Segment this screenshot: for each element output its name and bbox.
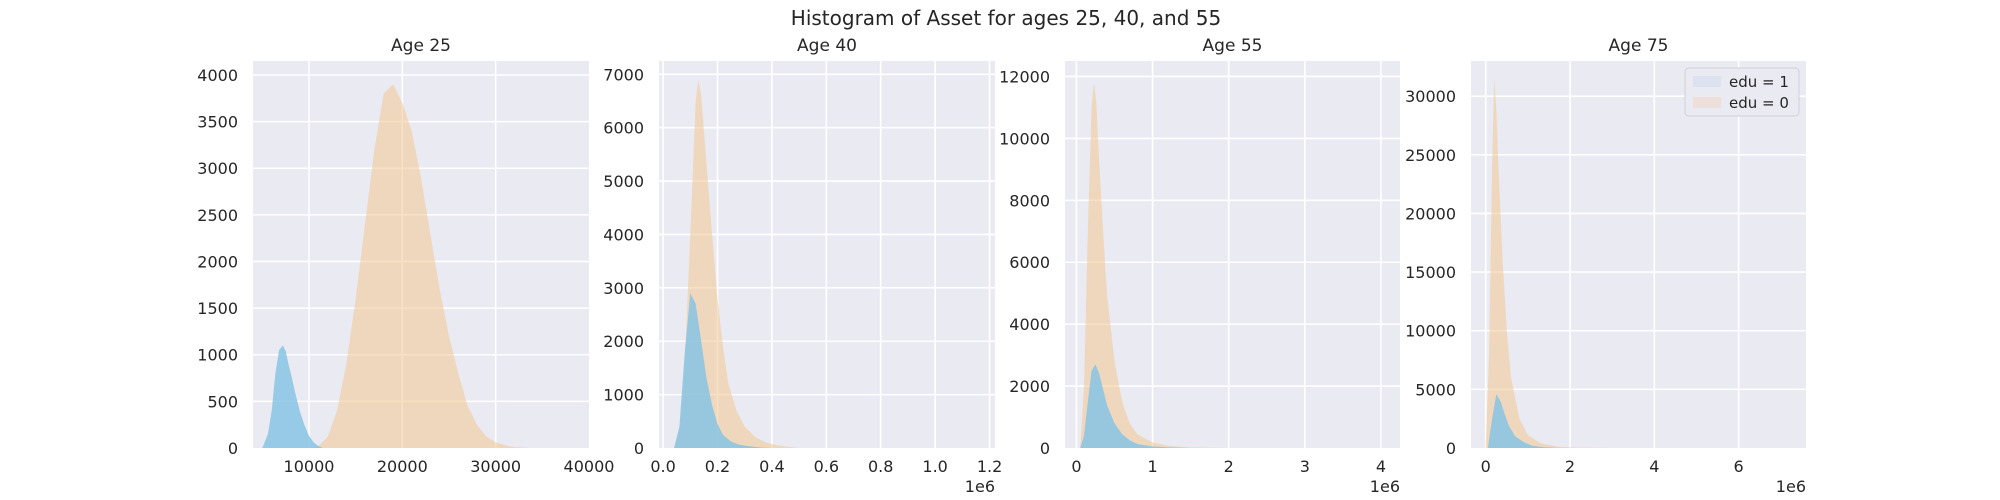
x-tick-label: 2: [1224, 457, 1234, 476]
y-tick-label: 25000: [1405, 146, 1456, 165]
y-tick-label: 0: [228, 439, 238, 458]
y-tick-label: 12000: [999, 67, 1050, 86]
x-tick-label: 4: [1376, 457, 1386, 476]
subplot-1: Age 25 10000 20000 30000 40000 0 500 1000 1500 20…: [197, 36, 614, 476]
x-tick-label: 20000: [377, 457, 428, 476]
legend: edu = 1 edu = 0: [1684, 67, 1800, 117]
subplot-4: Age 75 0 2 4 6 0 5000 10000 15000 20000 25000 30000…: [1405, 36, 1806, 496]
legend-label: edu = 0: [1729, 94, 1789, 112]
y-tick-label: 6000: [603, 119, 644, 138]
y-tick-label: 1500: [197, 299, 238, 318]
y-tick-label: 2000: [197, 252, 238, 271]
y-tick-label: 5000: [1415, 380, 1456, 399]
y-tick-label: 3000: [603, 279, 644, 298]
plot-area: [1471, 61, 1806, 448]
x-tick-label: 3: [1300, 457, 1310, 476]
x-tick-label: 0.8: [868, 457, 893, 476]
y-tick-label: 0: [1040, 439, 1050, 458]
y-tick-label: 0: [634, 439, 644, 458]
y-tick-label: 500: [207, 392, 238, 411]
x-tick-label: 0.0: [650, 457, 675, 476]
figure-title: Histogram of Asset for ages 25, 40, and …: [791, 6, 1221, 30]
subplot-title: Age 55: [1203, 36, 1263, 56]
x-tick-label: 0: [1481, 457, 1491, 476]
histogram-series-edu-1: [262, 345, 323, 448]
subplot-2: Age 40 0.0 0.2 0.4 0.6 0.8 1.0 1.2 0 1000 2000 3000…: [603, 36, 1002, 496]
x-tick-label: 30000: [470, 457, 521, 476]
y-tick-label: 6000: [1009, 253, 1050, 272]
subplot-title: Age 75: [1609, 36, 1669, 56]
histogram-series-edu-1: [1080, 364, 1191, 448]
legend-label: edu = 1: [1729, 73, 1789, 91]
y-tick-label: 4000: [1009, 315, 1050, 334]
subplot-3: Age 55 0 1 2 3 4 0 2000 4000 6000 8000 10000 12000 1e…: [999, 36, 1400, 496]
y-tick-label: 7000: [603, 65, 644, 84]
legend-swatch: [1693, 76, 1721, 87]
x-tick-label: 6: [1733, 457, 1743, 476]
x-tick-label: 0.4: [759, 457, 784, 476]
y-tick-label: 8000: [1009, 191, 1050, 210]
y-tick-label: 3000: [197, 159, 238, 178]
subplot-title: Age 40: [797, 36, 857, 56]
x-tick-label: 4: [1649, 457, 1659, 476]
y-tick-label: 2500: [197, 206, 238, 225]
legend-swatch: [1693, 97, 1721, 108]
y-tick-label: 4000: [197, 66, 238, 85]
y-tick-label: 10000: [1405, 322, 1456, 341]
y-tick-label: 15000: [1405, 263, 1456, 282]
x-tick-label: 2: [1565, 457, 1575, 476]
x-tick-label: 40000: [564, 457, 615, 476]
x-tick-label: 1.0: [922, 457, 947, 476]
y-tick-label: 30000: [1405, 87, 1456, 106]
y-tick-label: 1000: [603, 386, 644, 405]
histogram-series-edu-1: [674, 293, 772, 448]
y-tick-label: 4000: [603, 225, 644, 244]
y-tick-label: 10000: [999, 129, 1050, 148]
x-tick-label: 1: [1147, 457, 1157, 476]
x-axis-offset-label: 1e6: [1370, 477, 1400, 496]
x-tick-label: 1.2: [977, 457, 1002, 476]
histogram-series-edu-0: [674, 79, 800, 448]
y-tick-label: 20000: [1405, 204, 1456, 223]
y-tick-label: 1000: [197, 346, 238, 365]
x-tick-label: 10000: [284, 457, 335, 476]
histogram-series-edu-0: [309, 84, 533, 449]
x-tick-label: 0: [1071, 457, 1081, 476]
histogram-series-edu-1: [1487, 394, 1562, 448]
y-tick-label: 0: [1446, 439, 1456, 458]
y-tick-label: 2000: [1009, 377, 1050, 396]
y-tick-label: 5000: [603, 172, 644, 191]
plot-area: [1065, 61, 1400, 448]
x-tick-label: 0.6: [814, 457, 839, 476]
subplot-title: Age 25: [391, 36, 451, 56]
y-tick-label: 2000: [603, 332, 644, 351]
x-axis-offset-label: 1e6: [1776, 477, 1806, 496]
y-tick-label: 3500: [197, 113, 238, 132]
x-axis-offset-label: 1e6: [965, 477, 995, 496]
x-tick-label: 0.2: [705, 457, 730, 476]
